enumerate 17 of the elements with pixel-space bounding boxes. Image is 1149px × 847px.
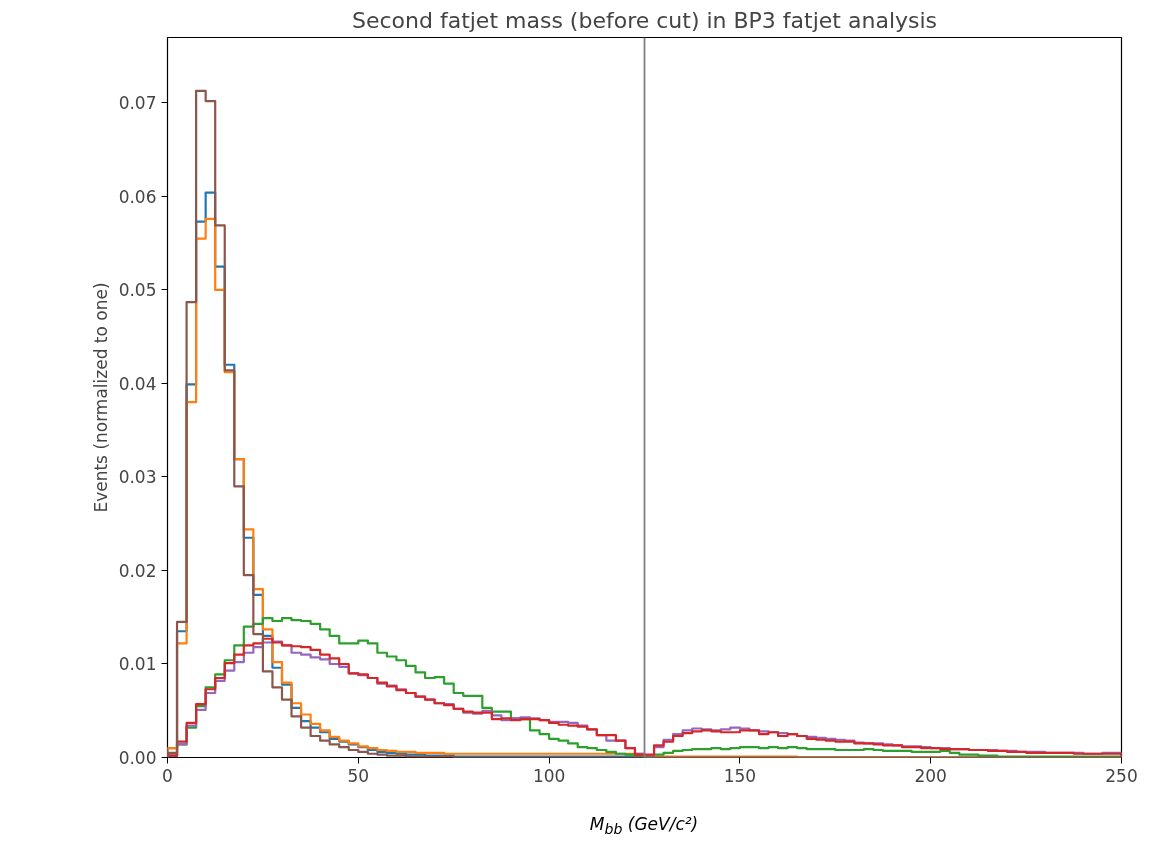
y-tick-label: 0.02 bbox=[118, 560, 157, 581]
x-tick-label: 0 bbox=[162, 765, 173, 786]
y-tick-label: 0.07 bbox=[118, 93, 157, 114]
x-tick-label: 150 bbox=[723, 765, 757, 786]
y-tick-label: 0.06 bbox=[118, 186, 157, 207]
y-tick-label: 0.05 bbox=[118, 280, 157, 301]
y-tick-label: 0.04 bbox=[118, 373, 157, 394]
x-axis-title: M$_{bb}$ (GeV/c²) bbox=[589, 813, 699, 840]
y-axis-title: Events (normalized to one) bbox=[90, 282, 111, 513]
y-tick-label: 0.03 bbox=[118, 467, 157, 488]
y-tick-label: 0.01 bbox=[118, 654, 157, 675]
x-tick-label: 100 bbox=[532, 765, 566, 786]
x-tick-label: 250 bbox=[1105, 765, 1138, 786]
x-tick-label: 200 bbox=[914, 765, 947, 786]
y-tick-label: 0.00 bbox=[118, 748, 157, 768]
chart-title: Second fatjet mass (before cut) in BP3 fatjet analysis bbox=[351, 7, 938, 33]
x-tick-label: 50 bbox=[347, 765, 370, 786]
